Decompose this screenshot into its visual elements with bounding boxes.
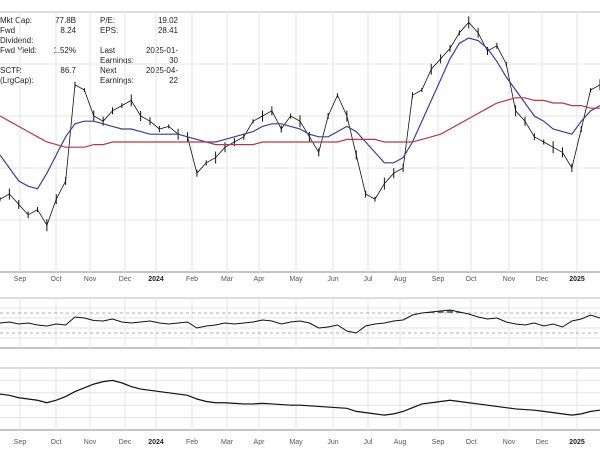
x-axis-label: 2025 — [569, 439, 585, 446]
stat-value: 77.8B — [55, 16, 76, 25]
stat-label: P/E: — [100, 16, 116, 25]
x-axis-label: Mar — [221, 439, 234, 446]
x-axis-label: Oct — [51, 439, 62, 446]
stats-row: Mkt Cap: 77.8B P/E: 19.02 — [0, 16, 178, 26]
x-axis-label: Dec — [119, 276, 132, 283]
stats-row: Fwd Dividend: 8.24 EPS: 28.41 — [0, 26, 178, 46]
x-axis-label: Oct — [51, 276, 62, 283]
x-axis-label: Dec — [536, 439, 549, 446]
x-axis-label: Jun — [327, 439, 338, 446]
x-axis-label: 2024 — [148, 276, 164, 283]
x-axis-label: Dec — [536, 276, 549, 283]
relative-strength-line — [0, 379, 600, 416]
x-axis-label: Nov — [503, 439, 516, 446]
x-axis-label: Feb — [186, 276, 198, 283]
x-axis-label: Apr — [254, 276, 266, 283]
x-axis-label: Jul — [364, 276, 373, 283]
stats-row: Fwd Yield: 1.52% Last Earnings: 2025-01-… — [0, 46, 178, 66]
x-axis-label: Oct — [466, 439, 477, 446]
x-axis-label: Nov — [503, 276, 516, 283]
x-axis-label: 2025 — [569, 276, 585, 283]
x-axis-label: Feb — [186, 439, 198, 446]
price-line — [0, 21, 600, 227]
x-axis-label: Jun — [327, 276, 338, 283]
stat-label: Next Earnings: — [100, 66, 134, 85]
x-axis-label: Dec — [119, 439, 132, 446]
x-axis-label: Apr — [254, 439, 266, 446]
stats-block: Mkt Cap: 77.8B P/E: 19.02 Fwd Dividend: … — [0, 16, 178, 86]
stats-row: SCTR (LrgCap): 86.7 Next Earnings: 2025-… — [0, 66, 178, 86]
stat-label: Last Earnings: — [100, 46, 134, 65]
x-axis-label: Aug — [394, 439, 407, 446]
stat-label: SCTR (LrgCap): — [0, 66, 34, 85]
stat-value: 8.24 — [60, 26, 76, 35]
long-ma-line — [0, 97, 600, 148]
x-axis-label: Sep — [14, 276, 27, 283]
x-axis-label: May — [289, 439, 303, 446]
momentum-line — [0, 309, 600, 334]
stat-label: Fwd Dividend: — [0, 26, 34, 45]
stat-value: 19.02 — [157, 16, 178, 25]
stat-value: 86.7 — [60, 66, 76, 75]
x-axis-label: Nov — [84, 439, 97, 446]
x-axis-label: Aug — [394, 276, 407, 283]
stat-label: EPS: — [100, 26, 119, 35]
x-axis-label: Mar — [221, 276, 234, 283]
x-axis-label: Oct — [466, 276, 477, 283]
short-ma-line — [0, 37, 600, 190]
x-axis-label: May — [289, 276, 303, 283]
x-axis-label: Nov — [84, 276, 97, 283]
x-axis-label: Jul — [364, 439, 373, 446]
stat-value: 2025-01-30 — [145, 46, 178, 65]
x-axis-label: Sep — [14, 439, 27, 446]
x-axis-label: Sep — [432, 276, 445, 283]
x-axis-label: Sep — [432, 439, 445, 446]
stat-value: 28.41 — [157, 26, 178, 35]
stat-value: 1.52% — [53, 46, 76, 55]
stat-value: 2025-04-22 — [145, 66, 178, 85]
x-axis-label: 2024 — [148, 439, 164, 446]
stat-label: Fwd Yield: — [0, 46, 37, 55]
stat-label: Mkt Cap: — [0, 16, 33, 25]
